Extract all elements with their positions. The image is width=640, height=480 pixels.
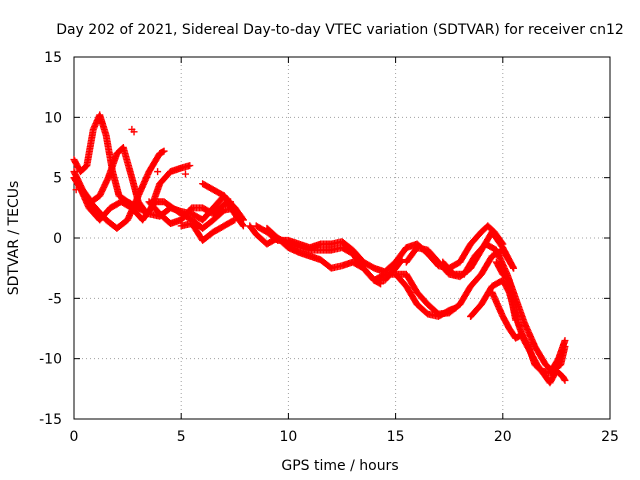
series-track12	[392, 270, 460, 320]
data-point	[512, 316, 520, 324]
data-point	[452, 304, 460, 312]
y-tick-label: 5	[53, 171, 62, 187]
series-track6	[177, 216, 239, 244]
data-point	[509, 263, 517, 271]
chart-title: Day 202 of 2021, Sidereal Day-to-day VTE…	[56, 22, 624, 38]
y-tick-label: -15	[39, 412, 62, 428]
data-point	[181, 170, 189, 178]
data-point	[231, 216, 239, 224]
y-tick-label: 0	[53, 231, 62, 247]
data-point	[239, 215, 247, 223]
grid-lines	[74, 57, 610, 419]
data-point	[510, 264, 518, 272]
data-point	[72, 186, 80, 194]
y-tick-label: 15	[44, 50, 62, 66]
series-track17	[492, 258, 520, 324]
x-tick-label: 10	[279, 429, 297, 445]
data-point	[186, 162, 194, 170]
data-point	[229, 217, 237, 225]
axis-ticks: 0 5 10 15 20 25 -15 -10 -5 0 5 10 15	[39, 50, 619, 445]
y-tick-label: -10	[39, 352, 62, 368]
data-point	[375, 279, 383, 287]
data-point	[130, 128, 138, 136]
data-points	[70, 111, 569, 387]
data-point	[154, 168, 162, 176]
series-track7	[199, 180, 247, 224]
data-point	[239, 222, 247, 230]
y-tick-label: 10	[44, 110, 62, 126]
data-point	[377, 280, 385, 288]
x-tick-label: 5	[177, 429, 186, 445]
data-point	[561, 376, 569, 384]
data-point	[467, 312, 475, 320]
x-tick-label: 20	[494, 429, 512, 445]
series-track10	[263, 224, 385, 288]
x-tick-label: 0	[70, 429, 79, 445]
y-tick-label: -5	[48, 291, 62, 307]
series-track4	[74, 162, 194, 224]
x-axis-label: GPS time / hours	[281, 458, 398, 474]
x-tick-label: 15	[387, 429, 405, 445]
y-axis-label: SDTVAR / TECUs	[6, 181, 22, 296]
data-point	[560, 375, 568, 383]
data-point	[70, 174, 78, 182]
x-tick-label: 25	[601, 429, 619, 445]
data-point	[561, 337, 569, 345]
series-track16	[488, 288, 569, 377]
data-point	[239, 221, 247, 229]
data-point	[239, 216, 247, 224]
data-point	[160, 147, 168, 155]
